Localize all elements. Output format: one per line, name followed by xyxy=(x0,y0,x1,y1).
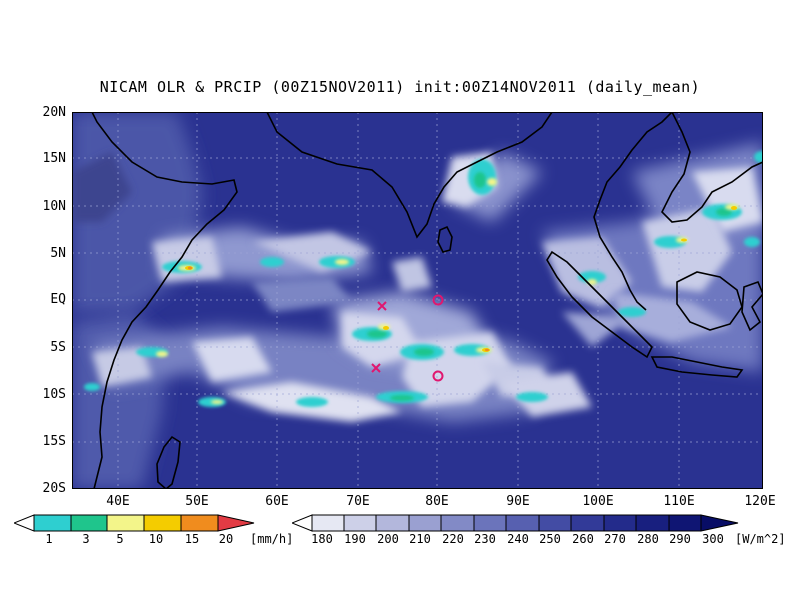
lat-label-5n: 5N xyxy=(50,246,66,261)
olr-colorbar-high-arrow xyxy=(700,514,739,532)
olr-label-220: 220 xyxy=(442,532,464,546)
precip-color-10 xyxy=(143,514,182,532)
cyclone-markers xyxy=(371,294,444,382)
lat-label-5s: 5S xyxy=(50,340,66,355)
olr-unit: [W/m^2] xyxy=(735,532,786,546)
precip-color-5 xyxy=(106,514,145,532)
precip-label-10: 10 xyxy=(148,532,164,546)
lon-label-40e: 40E xyxy=(106,494,130,509)
lon-label-50e: 50E xyxy=(185,494,209,509)
precip-color-1 xyxy=(33,514,72,532)
lat-label-15n: 15N xyxy=(42,151,66,166)
precip-label-15: 15 xyxy=(184,532,200,546)
lat-label-15s: 15S xyxy=(42,434,66,449)
precipitation-field xyxy=(84,151,763,407)
lon-label-70e: 70E xyxy=(346,494,370,509)
olr-label-240: 240 xyxy=(507,532,529,546)
precip-unit: [mm/h] xyxy=(250,532,294,546)
olr-label-200: 200 xyxy=(377,532,399,546)
marker-x-2 xyxy=(371,363,381,373)
lon-label-120e: 120E xyxy=(744,494,776,509)
graticule xyxy=(72,112,763,489)
lon-label-60e: 60E xyxy=(265,494,289,509)
precip-colorbar xyxy=(14,514,255,532)
olr-label-180: 180 xyxy=(311,532,333,546)
lon-label-100e: 100E xyxy=(582,494,614,509)
olr-label-190: 190 xyxy=(344,532,366,546)
precip-label-20: 20 xyxy=(218,532,234,546)
lon-label-90e: 90E xyxy=(506,494,530,509)
precip-colorbar-low-arrow xyxy=(14,514,35,532)
map-frame xyxy=(72,112,763,489)
olr-label-210: 210 xyxy=(409,532,431,546)
lat-label-10n: 10N xyxy=(42,199,66,214)
olr-label-300: 300 xyxy=(702,532,724,546)
lon-label-110e: 110E xyxy=(663,494,695,509)
marker-x-1 xyxy=(377,301,387,311)
map-title: NICAM OLR & PRCIP (00Z15NOV2011) init:00… xyxy=(99,78,701,96)
olr-label-280: 280 xyxy=(637,532,659,546)
olr-precip-map xyxy=(72,112,763,489)
olr-label-250: 250 xyxy=(539,532,561,546)
precip-label-3: 3 xyxy=(82,532,90,546)
olr-label-270: 270 xyxy=(604,532,626,546)
lat-label-10s: 10S xyxy=(42,387,66,402)
precip-label-5: 5 xyxy=(116,532,124,546)
lat-label-20s: 20S xyxy=(42,481,66,496)
lat-label-eq: EQ xyxy=(50,292,66,307)
olr-label-260: 260 xyxy=(572,532,594,546)
precip-colorbar-high-arrow xyxy=(217,514,255,532)
marker-circle-1 xyxy=(432,294,444,306)
precip-label-1: 1 xyxy=(45,532,53,546)
olr-label-230: 230 xyxy=(474,532,496,546)
olr-colorbar-low-arrow xyxy=(292,514,313,532)
precip-color-3 xyxy=(70,514,108,532)
coastlines xyxy=(91,112,763,489)
marker-circle-2 xyxy=(432,370,444,382)
lon-label-80e: 80E xyxy=(425,494,449,509)
olr-colorbar xyxy=(292,514,739,532)
precip-color-15 xyxy=(180,514,219,532)
lat-label-20n: 20N xyxy=(42,105,66,120)
olr-label-290: 290 xyxy=(669,532,691,546)
